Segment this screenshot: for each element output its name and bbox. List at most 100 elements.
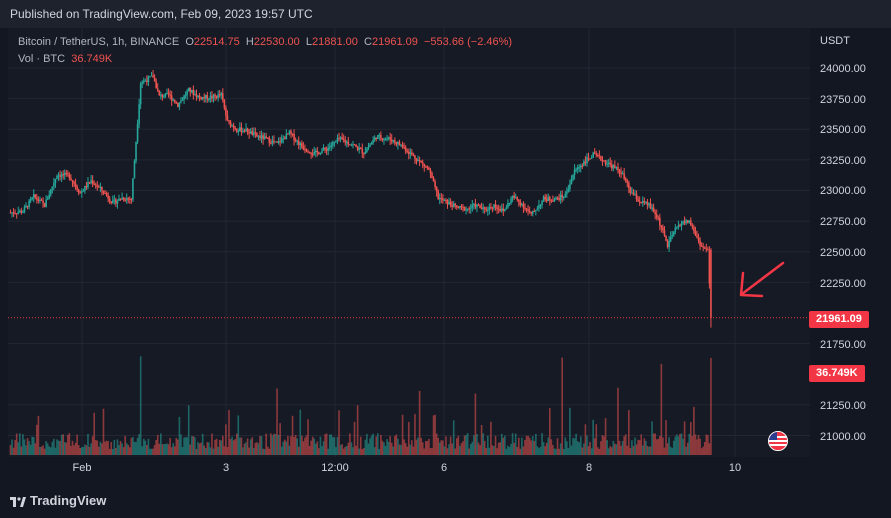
candle-body — [94, 184, 97, 186]
volume-bar — [651, 421, 653, 455]
volume-bar — [688, 433, 691, 455]
candle-body — [26, 205, 29, 208]
candle-body — [122, 197, 125, 200]
candle-body — [378, 135, 381, 137]
candle-body — [449, 201, 452, 206]
candle-body — [273, 140, 275, 143]
candle-body — [446, 200, 449, 205]
candle-body — [624, 178, 627, 181]
volume-bar — [525, 435, 528, 455]
volume-bar — [147, 438, 150, 455]
candle-body — [556, 197, 559, 199]
volume-bar — [457, 435, 460, 455]
candle-body — [440, 198, 443, 200]
candle-body — [404, 147, 407, 152]
candle-body — [671, 235, 674, 237]
candle-body — [305, 149, 308, 152]
volume-bar — [398, 444, 401, 455]
volume-bar — [471, 441, 474, 455]
candle-body — [707, 249, 709, 251]
volume-bar — [386, 439, 388, 455]
candle-body — [395, 142, 398, 145]
volume-bar — [273, 433, 275, 455]
candle-body — [522, 203, 525, 208]
volume-bar — [268, 448, 271, 455]
candle-body — [431, 172, 433, 178]
volume-bar — [677, 436, 680, 455]
candle-body — [493, 204, 495, 208]
candle-body — [127, 198, 130, 200]
symbol-name[interactable]: Bitcoin / TetherUS, 1h, BINANCE — [18, 36, 180, 48]
volume-bar — [28, 441, 30, 455]
volume-bar — [460, 443, 463, 455]
candle-body — [390, 139, 393, 142]
candle-body — [649, 203, 652, 209]
candle-body — [426, 166, 429, 168]
candle-body — [67, 173, 69, 175]
volume-bar — [407, 421, 410, 455]
candle-body — [383, 139, 385, 141]
volume-bar — [178, 416, 181, 455]
candle-body — [576, 167, 579, 170]
candle-body — [451, 205, 453, 208]
volume-bar — [200, 442, 202, 455]
volume-bar — [313, 438, 316, 455]
symbol-legend[interactable]: Bitcoin / TetherUS, 1h, BINANCE O22514.7… — [18, 36, 512, 48]
volume-bar — [139, 356, 142, 455]
volume-legend[interactable]: Vol · BTC 36.749K — [18, 53, 112, 65]
volume-bar — [138, 434, 140, 455]
candle-body — [389, 137, 391, 140]
us-flag-icon[interactable] — [768, 431, 788, 451]
candle-body — [547, 197, 550, 201]
candle-body — [363, 153, 365, 155]
candle-body — [425, 166, 427, 168]
volume-bar — [220, 440, 223, 455]
volume-bar — [511, 433, 514, 455]
candle-body — [592, 152, 594, 158]
tradingview-logo-icon — [10, 496, 26, 507]
volume-bar — [70, 445, 72, 455]
volume-bar — [454, 448, 457, 455]
candle-body — [155, 81, 157, 89]
candle-body — [468, 208, 471, 210]
candle-body — [187, 87, 190, 92]
volume-bar — [99, 441, 102, 455]
candle-body — [615, 167, 618, 169]
volume-bar — [274, 434, 277, 455]
candle-body — [266, 137, 269, 139]
candle-body — [146, 80, 148, 83]
current-price-badge: 21961.09 — [809, 311, 869, 328]
candle-body — [575, 169, 577, 171]
candle-body — [133, 160, 136, 179]
candle-body — [248, 132, 250, 134]
volume-bar — [11, 439, 13, 455]
candle-body — [618, 169, 621, 173]
price-chart[interactable] — [8, 28, 810, 457]
volume-bar — [305, 435, 308, 455]
candle-body — [634, 194, 636, 196]
candle-body — [132, 178, 134, 200]
candle-body — [173, 100, 176, 103]
chart-pane[interactable] — [8, 28, 810, 457]
candle-body — [271, 140, 274, 144]
volume-bar — [668, 437, 670, 455]
volume-bar — [98, 446, 100, 455]
candle-body — [558, 197, 560, 201]
volume-bar — [336, 437, 339, 455]
volume-bar — [108, 448, 111, 455]
volume-bar — [621, 441, 624, 455]
volume-bar — [465, 435, 467, 455]
candle-body — [96, 185, 99, 187]
candle-body — [655, 214, 658, 218]
volume-bar — [251, 437, 254, 455]
volume-bar — [299, 409, 302, 455]
volume-label[interactable]: Vol · BTC — [18, 53, 66, 65]
volume-bar — [412, 446, 415, 455]
candle-body — [539, 204, 542, 206]
candle-body — [308, 152, 311, 154]
volume-bar — [239, 437, 241, 455]
currency-label[interactable]: USDT — [820, 35, 850, 47]
volume-bar — [449, 436, 452, 455]
candle-body — [342, 139, 345, 141]
tradingview-brand[interactable]: TradingView — [10, 493, 106, 508]
